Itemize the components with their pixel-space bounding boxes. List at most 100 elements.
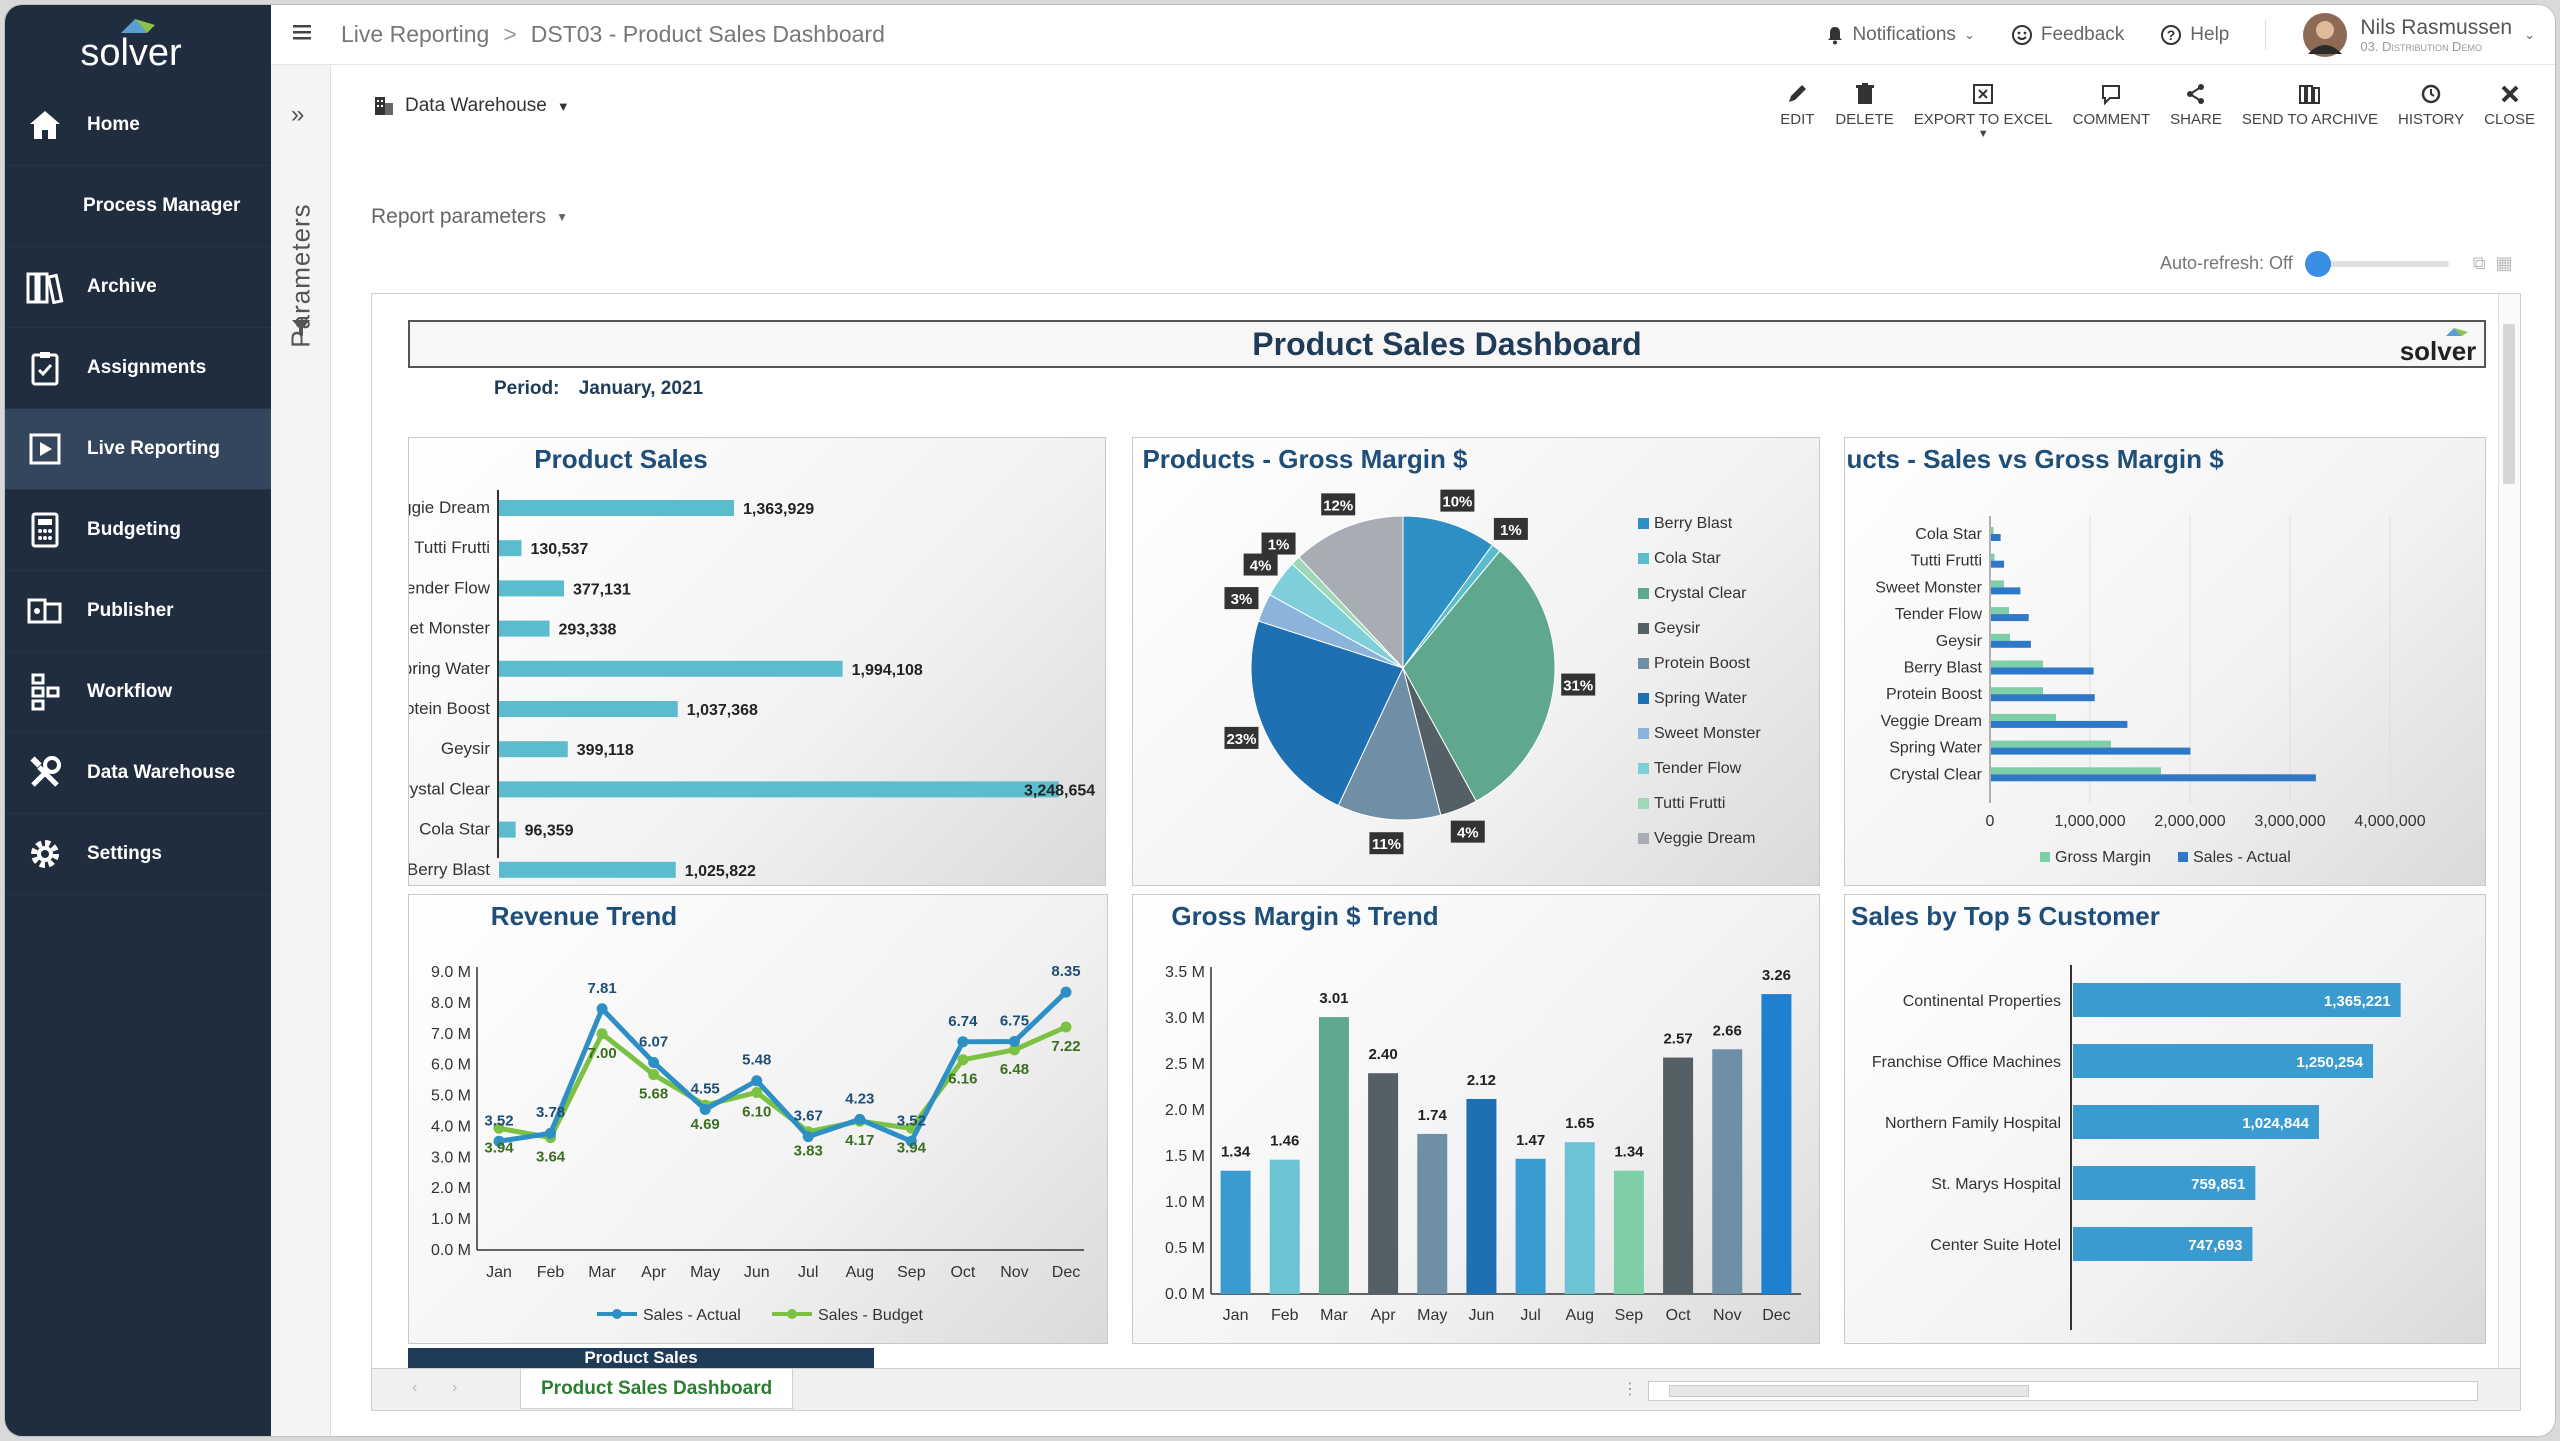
sheet-tab-product-sales-dashboard[interactable]: Product Sales Dashboard bbox=[520, 1369, 794, 1409]
data-label: 759,851 bbox=[2191, 1176, 2245, 1193]
data-label: 3.94 bbox=[484, 1139, 514, 1156]
history-button[interactable]: HISTORY bbox=[2388, 77, 2474, 140]
grid-view-icon[interactable]: ▦ bbox=[2495, 253, 2513, 273]
app-frame: solver Home Process Manager Archive bbox=[4, 4, 2556, 1437]
sidebar-item-home[interactable]: Home bbox=[5, 85, 271, 166]
filter-icon[interactable] bbox=[290, 317, 312, 339]
breadcrumb-root[interactable]: Live Reporting bbox=[341, 21, 490, 47]
help-icon: ? bbox=[2161, 25, 2182, 45]
legend-label: Gross Margin bbox=[2055, 849, 2151, 866]
feedback-label: Feedback bbox=[2040, 24, 2125, 45]
close-button[interactable]: CLOSE bbox=[2474, 77, 2545, 140]
x-tick-label: Jan bbox=[1223, 1307, 1249, 1324]
edit-button[interactable]: EDIT bbox=[1769, 77, 1825, 140]
data-label: 6.48 bbox=[1000, 1061, 1029, 1078]
slice-label: 4% bbox=[1457, 825, 1479, 842]
data-label: 7.22 bbox=[1051, 1038, 1080, 1055]
category-label: Cola Star bbox=[419, 820, 490, 839]
x-tick-label: Nov bbox=[1000, 1264, 1028, 1281]
bar bbox=[1269, 1159, 1300, 1294]
hamburger-menu-icon[interactable] bbox=[293, 24, 311, 45]
next-sheet-icon[interactable]: › bbox=[452, 1379, 458, 1396]
legend-swatch bbox=[1638, 553, 1649, 564]
sidebar-item-budgeting[interactable]: Budgeting bbox=[5, 490, 271, 571]
solver-logo[interactable]: solver bbox=[5, 13, 271, 75]
user-menu[interactable]: Nils Rasmussen 03. Distribution Demo ⌄ bbox=[2302, 12, 2535, 58]
expand-chevrons-icon[interactable]: » bbox=[291, 101, 305, 128]
top-bar: Live Reporting > DST03 - Product Sales D… bbox=[271, 5, 2555, 65]
bar bbox=[1991, 607, 2009, 615]
pencil-icon bbox=[1786, 77, 1808, 111]
bar bbox=[499, 660, 843, 677]
gross-margin-pie-chart: Products - Gross Margin $ 10% 1% 31% 4% 11% 23… bbox=[1142, 444, 1761, 855]
data-label: 1.74 bbox=[1418, 1107, 1448, 1124]
x-tick-label: Sep bbox=[897, 1264, 926, 1281]
sheet-tab-label: Product Sales Dashboard bbox=[541, 1377, 773, 1399]
prev-sheet-icon[interactable]: ‹ bbox=[412, 1379, 418, 1396]
expand-icon[interactable]: ⧉ bbox=[2472, 253, 2486, 273]
chart-title: Products - Sales vs Gross Margin $ bbox=[1845, 444, 2224, 474]
sidebar-item-label: Data Warehouse bbox=[87, 762, 236, 783]
vertical-scrollbar-thumb[interactable] bbox=[2503, 324, 2515, 484]
y-tick-label: 2.0 M bbox=[431, 1180, 471, 1197]
horizontal-scrollbar-thumb[interactable] bbox=[1669, 1385, 2029, 1397]
x-tick-label: Apr bbox=[641, 1264, 667, 1281]
horizontal-scrollbar[interactable] bbox=[1648, 1381, 2478, 1401]
data-point bbox=[699, 1103, 711, 1115]
tab-split-handle[interactable]: ⋮ bbox=[1622, 1381, 1638, 1398]
sidebar-item-publisher[interactable]: Publisher bbox=[5, 571, 271, 652]
data-point bbox=[957, 1054, 969, 1066]
sidebar-item-label: Assignments bbox=[87, 357, 207, 378]
legend-swatch bbox=[1638, 763, 1649, 774]
trash-icon bbox=[1855, 77, 1875, 111]
data-label: 6.10 bbox=[742, 1103, 771, 1120]
y-tick-label: 3.0 M bbox=[1165, 1010, 1205, 1027]
report-parameters-label: Report parameters bbox=[371, 205, 547, 228]
chevron-down-icon: ▼ bbox=[556, 210, 568, 224]
x-tick-label: Dec bbox=[1762, 1307, 1790, 1324]
toggle-knob[interactable] bbox=[2304, 250, 2331, 277]
sidebar-item-live-reporting[interactable]: Live Reporting bbox=[5, 409, 271, 490]
sidebar-item-process-manager[interactable]: Process Manager bbox=[5, 166, 271, 247]
x-tick-label: Feb bbox=[1271, 1307, 1299, 1324]
data-source-dropdown[interactable]: Data Warehouse ▼ bbox=[373, 95, 570, 117]
parameters-panel-strip[interactable]: » Parameters bbox=[271, 65, 331, 1436]
sidebar-item-assignments[interactable]: Assignments bbox=[5, 328, 271, 409]
category-label: Tutti Frutti bbox=[1911, 553, 1982, 570]
category-label: Tender Flow bbox=[1895, 606, 1983, 623]
data-label: 1.65 bbox=[1565, 1115, 1594, 1132]
feedback-button[interactable]: Feedback bbox=[2011, 24, 2124, 46]
bar bbox=[2073, 983, 2401, 1017]
send-to-archive-button[interactable]: SEND TO ARCHIVE bbox=[2232, 77, 2388, 140]
export-to-excel-button[interactable]: EXPORT TO EXCEL ▼ bbox=[1904, 77, 2063, 140]
legend-swatch bbox=[1638, 623, 1649, 634]
chevron-down-icon: ▼ bbox=[556, 98, 570, 114]
y-tick-label: 2.0 M bbox=[1165, 1102, 1205, 1119]
comment-button[interactable]: COMMENT bbox=[2063, 77, 2161, 140]
x-tick-label: 4,000,000 bbox=[2354, 813, 2425, 830]
slice-label: 23% bbox=[1226, 731, 1256, 748]
data-point bbox=[596, 1028, 608, 1040]
sidebar-item-workflow[interactable]: Workflow bbox=[5, 652, 271, 733]
bar bbox=[499, 701, 678, 717]
data-label: 3.52 bbox=[484, 1112, 513, 1129]
help-button[interactable]: ? Help bbox=[2160, 24, 2229, 46]
x-tick-label: May bbox=[1417, 1307, 1447, 1324]
sidebar-item-archive[interactable]: Archive bbox=[5, 247, 271, 328]
report-parameters-toggle[interactable]: Report parameters ▼ bbox=[371, 205, 568, 229]
sidebar-item-settings[interactable]: Settings bbox=[5, 814, 271, 895]
bar bbox=[1761, 994, 1792, 1294]
sidebar-item-label: Publisher bbox=[87, 600, 174, 621]
data-point bbox=[493, 1122, 505, 1134]
slice-label: 1% bbox=[1500, 522, 1522, 539]
delete-button[interactable]: DELETE bbox=[1825, 77, 1903, 140]
y-tick-label: 3.0 M bbox=[431, 1149, 471, 1166]
notifications-button[interactable]: Notifications ⌄ bbox=[1826, 24, 1975, 46]
legend-marker bbox=[787, 1309, 797, 1319]
sidebar-item-data-warehouse[interactable]: Data Warehouse bbox=[5, 733, 271, 814]
bar bbox=[1991, 687, 2043, 695]
auto-refresh-toggle[interactable] bbox=[2304, 250, 2449, 277]
top-customers-panel: Sales by Top 5 Customer Continental Prope… bbox=[1844, 894, 2486, 1344]
share-button[interactable]: SHARE bbox=[2160, 77, 2232, 140]
vertical-scrollbar[interactable] bbox=[2498, 294, 2520, 1369]
